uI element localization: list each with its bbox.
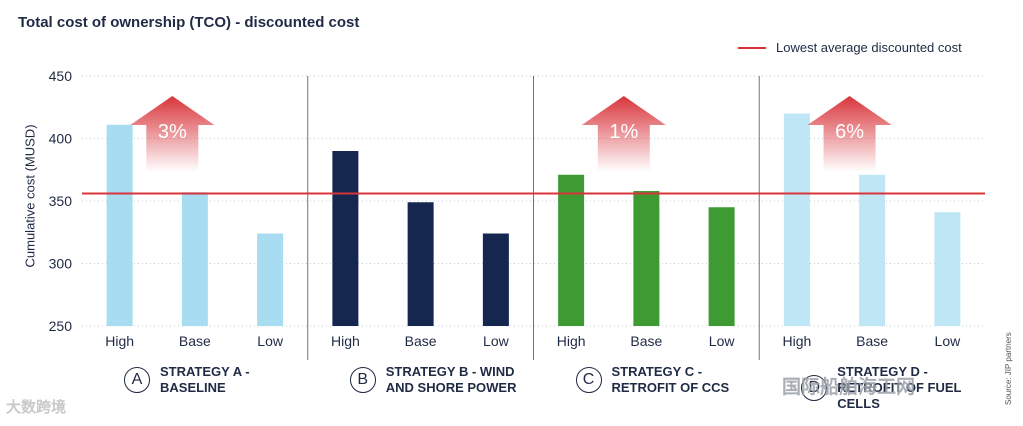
chart-title: Total cost of ownership (TCO) - discount… (18, 14, 360, 31)
y-tick-label: 300 (49, 256, 73, 272)
strategy-badge: A (124, 367, 150, 393)
bar (181, 192, 208, 326)
watermark-right: 国际船舶海工网 (782, 377, 916, 398)
strategy-text: STRATEGY D - RETROFIT OF FUEL CELLS (837, 364, 962, 411)
x-tick-label: Base (856, 333, 888, 349)
strategy-label-b: B STRATEGY B - WIND AND SHORE POWER (349, 364, 536, 396)
x-tick-label: Base (179, 333, 211, 349)
x-tick-label: Low (935, 333, 962, 349)
strategy-label-d: D STRATEGY D - RETROFIT OF FUEL CELLS (801, 364, 987, 412)
bar (106, 124, 133, 326)
x-tick-label: High (105, 333, 134, 349)
arrow-percent-label: 1% (609, 121, 638, 143)
increase-arrow-icon (581, 96, 666, 172)
legend-line-swatch (738, 46, 766, 49)
bar (482, 233, 509, 326)
strategy-text: STRATEGY A - BASELINE (160, 364, 250, 395)
x-tick-label: High (782, 333, 811, 349)
strategy-badge: D (801, 375, 828, 401)
x-tick-label: Base (630, 333, 662, 349)
bar (332, 151, 359, 326)
bar (633, 191, 660, 326)
legend: Lowest average discounted cost (738, 40, 962, 55)
strategy-label-c: C STRATEGY C - RETROFIT OF CCS (575, 364, 762, 396)
legend-label: Lowest average discounted cost (776, 40, 962, 55)
strategy-text: STRATEGY C - RETROFIT OF CCS (611, 364, 730, 395)
bar (407, 202, 434, 326)
strategy-badge: C (575, 367, 602, 393)
y-tick-label: 250 (49, 318, 73, 334)
strategy-label-a: A STRATEGY A - BASELINE (124, 364, 310, 396)
y-tick-label: 350 (49, 193, 73, 209)
x-tick-label: Base (405, 333, 437, 349)
arrow-percent-label: 3% (158, 121, 187, 143)
y-tick-label: 400 (49, 131, 73, 147)
bar (708, 207, 735, 326)
bar (783, 113, 810, 326)
source-note: Source: JIP partners (1004, 332, 1013, 405)
y-tick-label: 450 (49, 68, 73, 84)
arrow-percent-label: 6% (835, 121, 864, 143)
x-tick-label: Low (257, 333, 284, 349)
strategy-text: STRATEGY B - WIND AND SHORE POWER (385, 364, 517, 395)
x-tick-label: High (331, 333, 360, 349)
increase-arrow-icon (807, 96, 892, 172)
bar (859, 174, 886, 326)
strategy-badge: B (349, 367, 376, 393)
increase-arrow-icon (130, 96, 215, 172)
x-tick-label: Low (483, 333, 510, 349)
x-tick-label: High (557, 333, 586, 349)
bar (934, 212, 961, 326)
bar (257, 233, 284, 326)
x-tick-label: Low (709, 333, 736, 349)
bar (558, 174, 585, 326)
watermark-left: 大数跨境 (6, 399, 67, 416)
